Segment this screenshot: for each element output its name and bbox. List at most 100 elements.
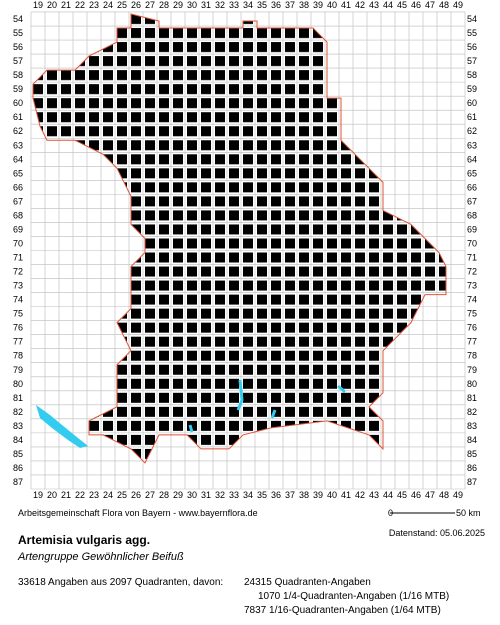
column-label: 21 [61,490,71,500]
row-label: 67 [13,196,23,206]
row-label: 61 [467,112,477,122]
column-label: 22 [75,490,85,500]
column-label: 23 [89,490,99,500]
row-label: 62 [467,126,477,136]
row-label: 60 [13,98,23,108]
row-label: 66 [467,182,477,192]
row-label: 68 [467,210,477,220]
row-label: 79 [13,365,23,375]
column-label: 29 [173,0,183,10]
row-label: 80 [13,379,23,389]
row-label: 64 [13,154,23,164]
row-label: 59 [13,84,23,94]
row-label: 82 [467,407,477,417]
row-label: 76 [13,323,23,333]
row-label: 77 [13,337,23,347]
column-label: 46 [411,490,421,500]
column-label: 41 [341,0,351,10]
column-label: 27 [145,0,155,10]
column-label: 45 [397,490,407,500]
row-label: 55 [13,28,23,38]
column-label: 39 [313,490,323,500]
row-label: 65 [13,168,23,178]
row-label: 85 [467,449,477,459]
row-label: 83 [467,421,477,431]
summary: 33618 Angaben aus 2097 Quadranten, davon… [18,577,223,588]
column-label: 44 [383,490,393,500]
row-label: 75 [13,309,23,319]
column-label: 47 [425,490,435,500]
column-label: 48 [439,0,449,10]
row-label: 75 [467,309,477,319]
row-label: 65 [467,168,477,178]
row-label: 57 [13,56,23,66]
column-label: 46 [411,0,421,10]
column-label: 34 [243,490,253,500]
column-label: 35 [257,490,267,500]
column-label: 28 [159,490,169,500]
row-label: 73 [13,281,23,291]
column-label: 40 [327,490,337,500]
column-label: 33 [229,0,239,10]
row-label: 79 [467,365,477,375]
row-label: 73 [467,281,477,291]
column-label: 23 [89,0,99,10]
row-label: 77 [467,337,477,347]
column-label: 40 [327,0,337,10]
row-label: 85 [13,449,23,459]
row-label: 83 [13,421,23,431]
column-label: 31 [201,0,211,10]
row-label: 78 [13,351,23,361]
row-label: 72 [467,267,477,277]
row-label: 58 [467,70,477,80]
row-label: 86 [467,463,477,473]
column-label: 36 [271,490,281,500]
row-label: 57 [467,56,477,66]
column-label: 39 [313,0,323,10]
column-label: 30 [187,490,197,500]
column-label: 28 [159,0,169,10]
column-label: 47 [425,0,435,10]
column-label: 22 [75,0,85,10]
column-label: 41 [341,490,351,500]
column-label: 49 [453,0,463,10]
row-label: 63 [467,140,477,150]
row-label: 69 [13,224,23,234]
column-label: 42 [355,0,365,10]
column-label: 48 [439,490,449,500]
row-label: 81 [13,393,23,403]
row-label: 67 [467,196,477,206]
row-label: 70 [13,238,23,248]
column-label: 20 [47,0,57,10]
column-label: 25 [117,0,127,10]
row-label: 84 [467,435,477,445]
column-label: 43 [369,490,379,500]
row-label: 62 [13,126,23,136]
title: Artemisia vulgaris agg. [18,533,150,547]
column-label: 36 [271,0,281,10]
date: Datenstand: 05.06.2025 [389,528,485,538]
column-label: 34 [243,0,253,10]
column-label: 30 [187,0,197,10]
row-label: 70 [467,238,477,248]
row-label: 64 [467,154,477,164]
row-label: 54 [13,14,23,24]
row-label: 76 [467,323,477,333]
column-label: 19 [33,0,43,10]
row-label: 60 [467,98,477,108]
stat-line: 7837 1/16-Quadranten-Angaben (1/64 MTB) [244,605,441,616]
column-label: 26 [131,490,141,500]
column-label: 21 [61,0,71,10]
row-label: 69 [467,224,477,234]
scale-start: 0 [388,508,393,518]
column-label: 19 [33,490,43,500]
row-label: 87 [13,477,23,487]
column-label: 45 [397,0,407,10]
row-label: 56 [13,42,23,52]
row-label: 55 [467,28,477,38]
row-label: 81 [467,393,477,403]
column-label: 42 [355,490,365,500]
subtitle: Artengruppe Gewöhnlicher Beifuß [17,551,184,563]
column-label: 44 [383,0,393,10]
